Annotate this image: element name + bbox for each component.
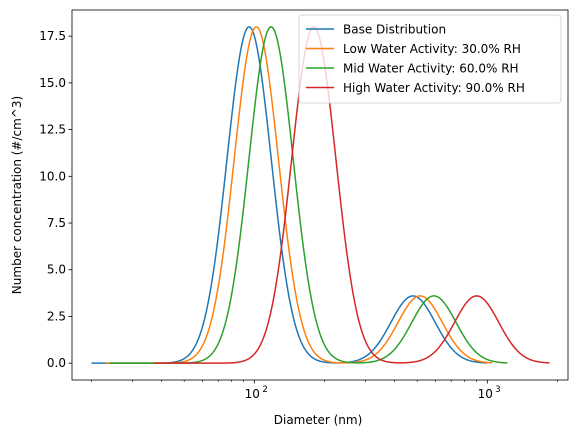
legend-frame bbox=[298, 14, 562, 104]
x-tick-exponent: 2 bbox=[262, 385, 267, 395]
y-tick-label: 7.5 bbox=[47, 216, 66, 230]
x-tick-label: 10 bbox=[478, 387, 493, 401]
legend-label-high-water-activity-90-0-rh: High Water Activity: 90.0% RH bbox=[343, 81, 525, 95]
legend-label-mid-water-activity-60-0-rh: Mid Water Activity: 60.0% RH bbox=[343, 62, 519, 76]
y-tick-label: 5.0 bbox=[47, 263, 66, 277]
y-tick-label: 0.0 bbox=[47, 356, 66, 370]
y-axis-label: Number concentration (#/cm^3) bbox=[10, 96, 24, 294]
plot-frame bbox=[71, 9, 569, 381]
y-tick-label: 17.5 bbox=[39, 29, 66, 43]
y-tick-label: 2.5 bbox=[47, 309, 66, 323]
x-tick-exponent: 3 bbox=[495, 385, 500, 395]
x-tick-label: 10 bbox=[245, 387, 260, 401]
legend: Base Distribution Low Water Activity: 30.… bbox=[298, 14, 562, 104]
y-tick-label: 10.0 bbox=[39, 169, 66, 183]
x-axis-label: Diameter (nm) bbox=[274, 413, 363, 427]
y-axis-ticks: 0.0 2.5 5.0 7.5 10.0 12.5 15.0 17.5 bbox=[39, 29, 72, 370]
x-axis-ticks: 10 2 10 3 bbox=[91, 380, 558, 401]
series-line-high-water-activity-90-0-rh bbox=[153, 26, 550, 364]
y-tick-label: 12.5 bbox=[39, 123, 66, 137]
series-layer bbox=[91, 26, 550, 364]
y-tick-label: 15.0 bbox=[39, 76, 66, 90]
legend-label-low-water-activity-30-0-rh: Low Water Activity: 30.0% RH bbox=[343, 42, 521, 56]
legend-label-base-distribution: Base Distribution bbox=[343, 23, 446, 37]
